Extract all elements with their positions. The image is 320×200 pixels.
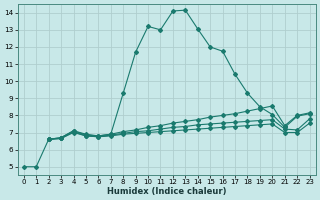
X-axis label: Humidex (Indice chaleur): Humidex (Indice chaleur) [107, 187, 227, 196]
